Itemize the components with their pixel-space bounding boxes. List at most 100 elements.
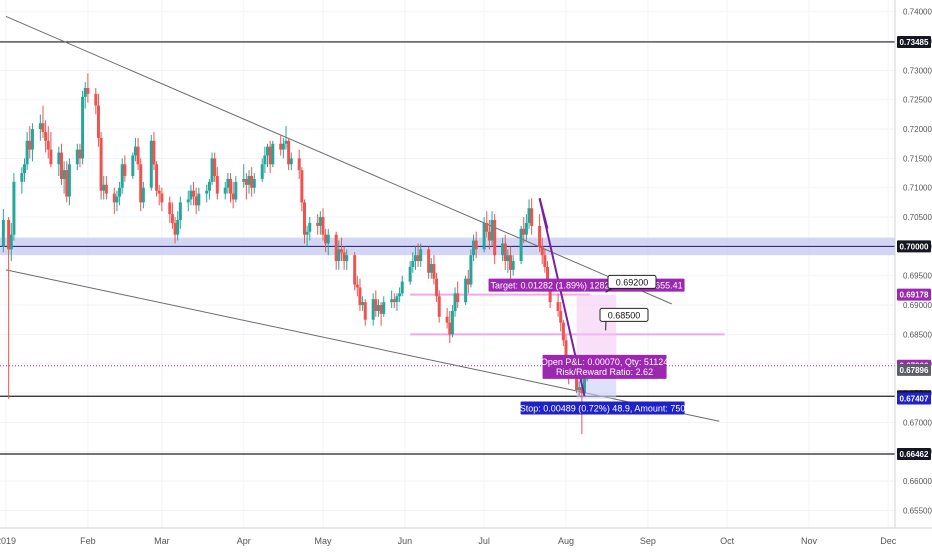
candle-body (100, 138, 103, 191)
candle-body (324, 235, 327, 244)
candle-body (65, 170, 68, 196)
candle-body (44, 132, 47, 141)
candle-body (47, 141, 50, 150)
candle-body (520, 229, 523, 261)
candle-body (81, 97, 84, 159)
x-tick-label: May (314, 536, 332, 546)
candle-body (68, 164, 71, 196)
candle-body (176, 220, 179, 235)
candle-body (266, 147, 269, 156)
candle-body (409, 267, 412, 282)
candle-body (488, 232, 491, 241)
candle-body (41, 123, 44, 132)
candle-body (213, 158, 216, 176)
candle-body (335, 235, 338, 261)
candle-body (131, 155, 134, 176)
candle-body (300, 170, 303, 202)
candle-body (137, 147, 140, 165)
candle-body (446, 317, 449, 323)
candle-body (448, 323, 451, 335)
y-tick-label: 0.73000 (903, 66, 932, 75)
candle-body (411, 261, 414, 267)
candle-body (195, 197, 198, 206)
candle-body (242, 179, 245, 182)
candle-body (139, 164, 142, 202)
price-tag-label: 0.66462 (900, 450, 929, 459)
candle-body (303, 202, 306, 234)
candle-body (475, 241, 478, 250)
candle-body (469, 255, 472, 284)
candle-body (377, 305, 380, 311)
candle-body (438, 296, 441, 317)
candle-body (78, 150, 81, 159)
candle-body (419, 249, 422, 261)
candle-body (226, 179, 229, 188)
candle-body (179, 202, 182, 220)
candle-body (150, 141, 153, 188)
candle-body (94, 94, 97, 106)
candle-body (464, 279, 467, 302)
candle-body (205, 191, 208, 194)
candle-body (337, 249, 340, 261)
stop-label: Stop: 0.00489 (0.72%) 48.9, Amount: 750 (520, 404, 686, 414)
y-tick-label: 0.71000 (903, 184, 932, 193)
candle-body (485, 223, 488, 232)
callout-label: 0.68500 (608, 310, 641, 320)
candle-body (538, 226, 541, 247)
candle-body (39, 123, 42, 129)
candle-body (279, 144, 282, 150)
candle-body (435, 279, 438, 297)
candle-body (105, 185, 108, 194)
candle-body (232, 194, 235, 200)
price-tag-label: 0.69178 (900, 291, 929, 300)
price-tag-label: 0.67407 (900, 395, 929, 404)
x-tick-label: Oct (720, 536, 735, 546)
candle-body (63, 170, 66, 179)
x-tick-label: Feb (80, 536, 96, 546)
candle-body (364, 302, 367, 320)
candle-body (512, 261, 515, 270)
candle-body (245, 179, 248, 185)
candle-body (327, 235, 330, 244)
candle-body (417, 255, 420, 261)
candle-body (541, 246, 544, 255)
y-tick-label: 0.72000 (903, 125, 932, 134)
candle-body (491, 220, 494, 241)
y-tick-label: 0.72500 (903, 96, 932, 105)
candle-body (321, 217, 324, 235)
y-tick-label: 0.69000 (903, 301, 932, 310)
candle-body (102, 185, 105, 191)
candle-body (287, 141, 290, 164)
candle-body (575, 378, 578, 390)
candle-body (168, 202, 171, 214)
candle-body (192, 191, 195, 197)
candle-body (504, 243, 507, 261)
candle-body (353, 255, 356, 284)
pnl-label-line2: Risk/Reward Ratio: 2.62 (556, 367, 653, 377)
candle-body (454, 293, 457, 311)
x-tick-label: Sep (640, 536, 656, 546)
candle-body (189, 191, 192, 200)
x-tick-label: Dec (880, 536, 897, 546)
candle-body (543, 255, 546, 267)
y-tick-label: 0.65500 (903, 506, 932, 515)
candle-body (118, 188, 121, 197)
candle-body (10, 235, 13, 250)
y-tick-label: 0.71500 (903, 154, 932, 163)
candle-body (343, 252, 346, 261)
y-tick-label: 0.74000 (903, 8, 932, 17)
candle-body (113, 194, 116, 203)
y-tick-label: 0.68500 (903, 330, 932, 339)
candle-body (427, 249, 430, 272)
y-tick-label: 0.70500 (903, 213, 932, 222)
candle-body (160, 194, 163, 203)
x-tick-label: Jul (478, 536, 490, 546)
candle-body (356, 285, 359, 288)
candle-body (501, 243, 504, 255)
candle-body (345, 255, 348, 261)
candle-body (57, 153, 60, 165)
candle-body (432, 264, 435, 279)
candle-body (319, 217, 322, 226)
